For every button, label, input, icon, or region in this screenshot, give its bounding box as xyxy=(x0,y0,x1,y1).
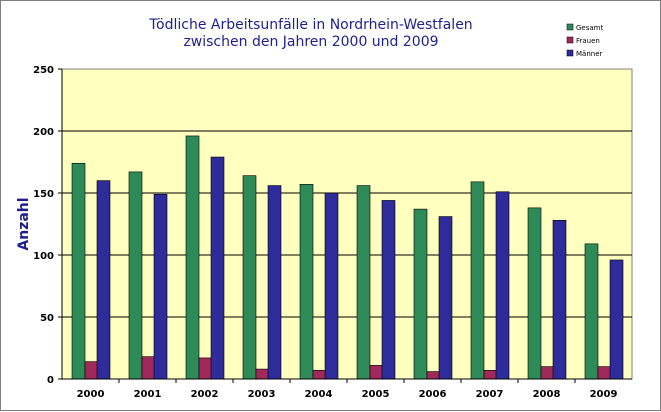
legend: Gesamt Frauen Männer xyxy=(566,23,603,58)
legend-label-maenner: Männer xyxy=(576,50,603,58)
y-axis-label: Anzahl xyxy=(16,197,32,250)
bar-gesamt-2008 xyxy=(527,207,542,380)
bar-maenner-2006 xyxy=(438,216,453,380)
x-tick-label: 2002 xyxy=(191,389,219,400)
bar-gesamt-2003 xyxy=(242,175,257,380)
x-tick-label: 2004 xyxy=(305,389,333,400)
bar-gesamt-2007 xyxy=(470,181,485,380)
bar-frauen-2007 xyxy=(483,370,498,380)
bar-maenner-2004 xyxy=(324,192,339,380)
x-tick-label: 2003 xyxy=(248,389,276,400)
chart-title-line-2: zwischen den Jahren 2000 und 2009 xyxy=(183,34,438,50)
bar-maenner-2009 xyxy=(609,259,624,380)
y-tick-label: 0 xyxy=(47,375,54,386)
legend-label-gesamt: Gesamt xyxy=(576,24,603,32)
legend-swatch-frauen xyxy=(566,36,574,44)
bar-maenner-2007 xyxy=(495,191,510,380)
bar-frauen-2001 xyxy=(141,356,156,380)
bar-gesamt-2004 xyxy=(299,184,314,380)
y-tick-label: 200 xyxy=(33,127,54,138)
bars xyxy=(71,135,624,380)
bar-gesamt-2009 xyxy=(584,243,599,380)
x-tick-label: 2006 xyxy=(419,389,447,400)
y-tick-label: 250 xyxy=(33,65,54,76)
bar-gesamt-2000 xyxy=(71,162,86,380)
x-tick-label: 2009 xyxy=(590,389,618,400)
bar-maenner-2001 xyxy=(153,193,168,380)
bar-maenner-2003 xyxy=(267,185,282,380)
y-tick-label: 150 xyxy=(33,189,54,200)
bar-gesamt-2002 xyxy=(185,135,200,380)
bar-frauen-2003 xyxy=(255,368,270,380)
bar-frauen-2008 xyxy=(540,366,555,380)
bar-frauen-2000 xyxy=(84,361,99,380)
bar-frauen-2009 xyxy=(597,366,612,380)
bar-gesamt-2005 xyxy=(356,185,371,380)
bar-gesamt-2001 xyxy=(128,171,143,380)
chart-title-line-1: Tödliche Arbeitsunfälle in Nordrhein-Wes… xyxy=(148,17,472,33)
plot-area xyxy=(61,68,633,380)
bar-gesamt-2006 xyxy=(413,208,428,380)
bar-frauen-2004 xyxy=(312,370,327,380)
x-tick-label: 2005 xyxy=(362,389,390,400)
x-tick-label: 2007 xyxy=(476,389,504,400)
y-tick-label: 50 xyxy=(40,313,54,324)
y-tick-label: 100 xyxy=(33,251,54,262)
axes: 0 50 100 150 200 250 2000 2001 2002 2003 2004 2005 2… xyxy=(33,65,632,400)
legend-swatch-maenner xyxy=(566,49,574,57)
x-tick-label: 2000 xyxy=(77,389,105,400)
bar-frauen-2006 xyxy=(426,371,441,380)
bar-frauen-2005 xyxy=(369,365,384,380)
legend-swatch-gesamt xyxy=(566,23,574,31)
bar-frauen-2002 xyxy=(198,357,213,380)
bar-maenner-2005 xyxy=(381,200,396,380)
bar-maenner-2000 xyxy=(96,180,111,380)
bar-maenner-2002 xyxy=(210,156,225,380)
legend-label-frauen: Frauen xyxy=(576,37,600,45)
x-tick-label: 2008 xyxy=(533,389,561,400)
bar-maenner-2008 xyxy=(552,219,567,380)
x-tick-label: 2001 xyxy=(134,389,162,400)
